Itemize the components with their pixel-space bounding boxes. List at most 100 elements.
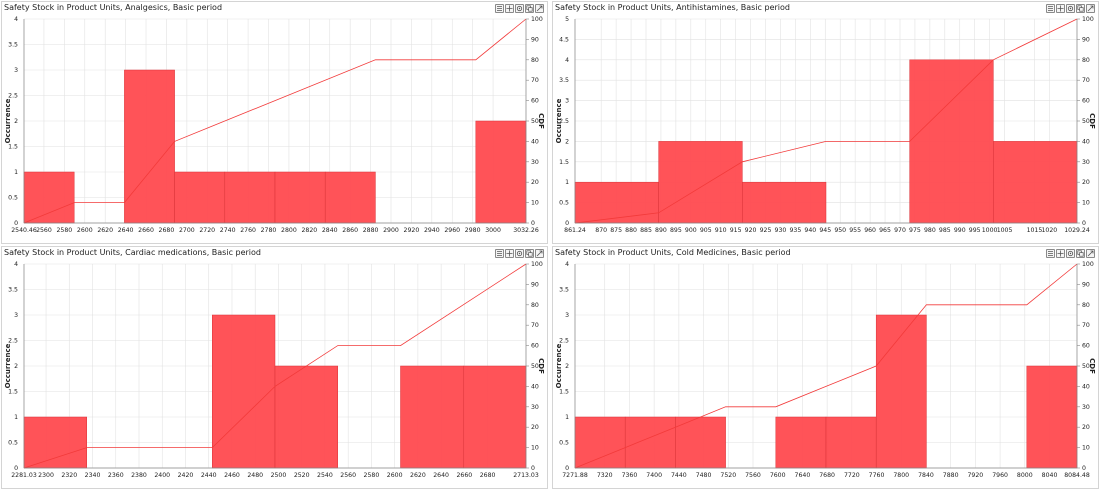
x-tick-label: 2740	[220, 227, 236, 234]
histogram-bar	[825, 416, 877, 469]
y-tick-label: 4.5	[559, 36, 569, 43]
x-tick-label: 8084.48	[1064, 472, 1090, 479]
histogram-bar	[675, 416, 726, 469]
x-tick-label: 2820	[301, 227, 317, 234]
histogram-bar	[23, 416, 87, 469]
x-tick-label: 930	[775, 227, 787, 234]
x-tick-label: 990	[954, 227, 966, 234]
y2-tick-label: 70	[1082, 77, 1090, 84]
histogram-bar	[993, 141, 1078, 224]
gear-icon[interactable]	[1066, 4, 1075, 13]
copy-icon[interactable]	[1076, 4, 1085, 13]
gear-icon[interactable]	[515, 4, 524, 13]
x-tick-label: 2560	[36, 227, 52, 234]
y-tick-label: 2.5	[559, 338, 569, 345]
histogram-bar	[23, 171, 75, 224]
expand-icon[interactable]	[1086, 4, 1095, 13]
y-tick-label: 2	[14, 118, 18, 125]
x-tick-label: 985	[939, 227, 951, 234]
x-tick-label: 960	[864, 227, 876, 234]
x-tick-label: 2480	[247, 472, 263, 479]
y2-tick-label: 60	[531, 343, 539, 350]
copy-icon[interactable]	[525, 4, 534, 13]
x-tick-label: 2540	[317, 472, 333, 479]
y2-tick-label: 80	[531, 57, 539, 64]
y2-tick-label: 100	[1082, 261, 1094, 268]
y2-tick-label: 40	[1082, 138, 1090, 145]
x-tick-label: 870	[595, 227, 607, 234]
list-icon[interactable]	[495, 4, 504, 13]
x-tick-label: 2440	[201, 472, 217, 479]
x-tick-label: 2580	[56, 227, 72, 234]
gear-icon[interactable]	[1066, 249, 1075, 258]
x-tick-label: 2600	[77, 227, 93, 234]
x-tick-label: 2560	[340, 472, 356, 479]
x-tick-label: 925	[760, 227, 772, 234]
chart-title: Safety Stock in Product Units, Antihista…	[555, 3, 790, 12]
x-tick-label: 2980	[465, 227, 481, 234]
x-tick-label: 2720	[199, 227, 215, 234]
x-tick-label: 7480	[696, 472, 712, 479]
histogram-bar	[475, 120, 527, 224]
y-tick-label: 0.5	[8, 440, 18, 447]
x-tick-label: 2460	[224, 472, 240, 479]
crosshair-icon[interactable]	[1056, 249, 1065, 258]
x-tick-label: 1000	[982, 227, 998, 234]
expand-icon[interactable]	[1086, 249, 1095, 258]
histogram-bar	[224, 171, 276, 224]
chart-panel: Safety Stock in Product Units, Cold Medi…	[552, 246, 1099, 489]
x-tick-label: 935	[789, 227, 801, 234]
histogram-bar	[174, 171, 226, 224]
histogram-bar	[909, 59, 994, 224]
x-tick-label: 905	[700, 227, 712, 234]
histogram-chart: 7271.88 7320 7360 7400 7440 7480 7520 7560 7600 7…	[555, 261, 1096, 479]
x-tick-label: 7840	[918, 472, 934, 479]
y2-tick-label: 0	[531, 465, 535, 472]
list-icon[interactable]	[1046, 249, 1055, 258]
x-tick-label: 2320	[61, 472, 77, 479]
y2-tick-label: 40	[531, 383, 539, 390]
y-tick-label: 0.5	[559, 440, 569, 447]
crosshair-icon[interactable]	[505, 249, 514, 258]
x-tick-label: 2660	[138, 227, 154, 234]
x-tick-label: 2700	[179, 227, 195, 234]
chart-toolbar	[495, 249, 544, 258]
chart-panel: Safety Stock in Product Units, Cardiac m…	[1, 246, 548, 489]
list-icon[interactable]	[1046, 4, 1055, 13]
histogram-bar	[775, 416, 827, 469]
expand-icon[interactable]	[535, 4, 544, 13]
y-tick-label: 3	[14, 312, 18, 319]
x-tick-label: 2540.46	[11, 227, 37, 234]
y2-tick-label: 40	[531, 138, 539, 145]
list-icon[interactable]	[495, 249, 504, 258]
y2-tick-label: 0	[531, 220, 535, 227]
crosshair-icon[interactable]	[1056, 4, 1065, 13]
y2-tick-label: 60	[1082, 98, 1090, 105]
x-tick-label: 980	[924, 227, 936, 234]
x-tick-label: 2680	[480, 472, 496, 479]
y-axis-title: Occurrence	[555, 98, 563, 143]
gear-icon[interactable]	[515, 249, 524, 258]
cdf-line	[574, 263, 1078, 469]
x-tick-label: 2500	[271, 472, 287, 479]
crosshair-icon[interactable]	[505, 4, 514, 13]
y2-tick-label: 50	[1082, 118, 1090, 125]
y2-tick-label: 90	[1082, 281, 1090, 288]
x-tick-label: 880	[625, 227, 637, 234]
x-tick-label: 1020	[1042, 227, 1058, 234]
y-tick-label: 2.5	[8, 338, 18, 345]
histogram-bar	[742, 181, 827, 224]
y2-tick-label: 70	[531, 77, 539, 84]
copy-icon[interactable]	[1076, 249, 1085, 258]
y-tick-label: 3.5	[559, 77, 569, 84]
x-tick-label: 2680	[159, 227, 175, 234]
copy-icon[interactable]	[525, 249, 534, 258]
x-tick-label: 875	[610, 227, 622, 234]
y2-tick-label: 30	[531, 404, 539, 411]
expand-icon[interactable]	[535, 249, 544, 258]
y2-tick-label: 10	[531, 445, 539, 452]
chart-panel: Safety Stock in Product Units, Antihista…	[552, 1, 1099, 244]
chart-title: Safety Stock in Product Units, Analgesic…	[4, 3, 223, 12]
x-tick-label: 861.24	[564, 227, 586, 234]
y-tick-label: 2.5	[559, 118, 569, 125]
